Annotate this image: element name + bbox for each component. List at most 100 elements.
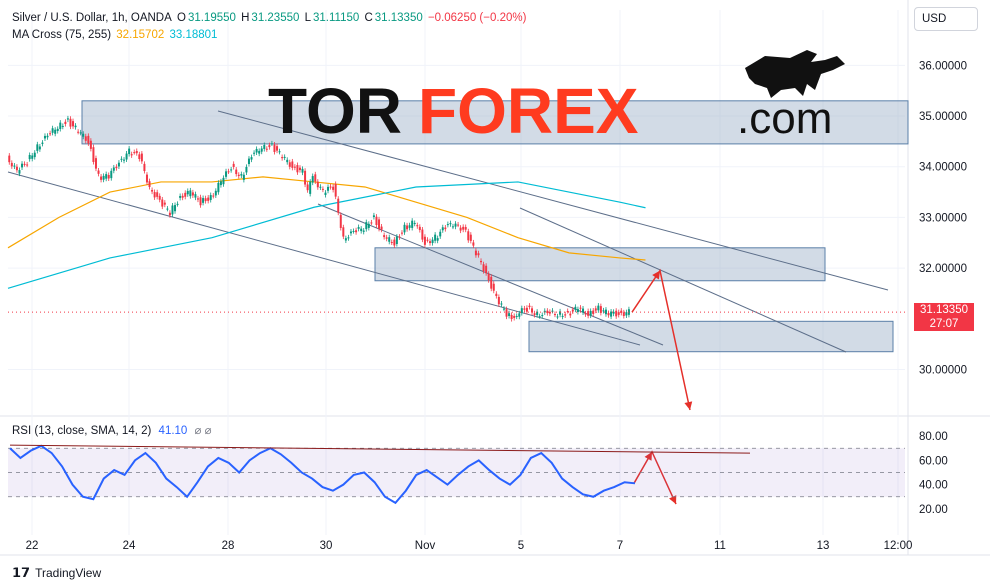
candle-body [439,231,442,237]
candle-body [398,236,401,238]
candle-body [485,265,488,274]
candle-body [196,198,199,200]
candle-body [523,308,526,310]
candle-body [579,307,582,309]
candle-body [342,227,345,237]
candle-body [158,195,161,200]
time-axis[interactable]: 22 24 28 30 Nov 5 7 11 13 12:00 [26,540,913,552]
candle-body [370,222,373,224]
time-tick-label: 12:00 [884,540,913,552]
candle-body [497,296,500,305]
candle-body [451,226,454,228]
candle-body [620,310,623,313]
candle-body [589,310,592,316]
candles [8,115,908,322]
candle-body [84,136,87,141]
candle-body [416,225,419,227]
candle-body [87,135,90,144]
candle-body [538,316,541,318]
candle-body [59,122,62,129]
ma-title[interactable]: MA Cross (75, 255) [12,29,112,41]
candle-body [151,189,154,192]
candle-body [352,230,355,232]
candle-body [219,181,222,186]
candle-body [490,276,493,289]
candle-body [469,234,472,241]
candle-body [546,310,549,314]
price-tick-label: 30.00000 [919,364,967,376]
candle-body [599,306,602,313]
ma-lines [7,176,646,289]
candle-body [202,198,205,203]
candle-body [288,162,291,167]
candle-body [505,309,508,317]
logo-part2: FOREX [418,75,639,147]
candle-body [508,313,511,316]
rsi-pane: 80.00 60.00 40.00 20.00 [8,431,948,516]
candle-body [566,310,569,312]
time-tick-label: 22 [26,540,39,552]
candle-body [385,237,388,239]
candle-body [143,163,146,172]
rsi-visibility-icons[interactable]: ⌀ ⌀ [194,425,212,437]
candle-body [587,311,590,316]
candle-body [283,156,286,158]
candle-body [372,215,375,217]
candle-body [13,165,16,167]
footer-brand[interactable]: 𝟭𝟳 TradingView [12,565,101,581]
candle-body [441,227,444,231]
price-projection-arrow-mid-head [652,270,660,280]
time-tick-label: 11 [714,540,726,552]
candle-body [375,216,378,226]
candle-body [255,148,258,153]
rsi-title[interactable]: RSI (13, close, SMA, 14, 2) [12,425,152,437]
open-label: O [176,12,186,24]
candle-body [533,313,536,315]
candle-body [332,186,335,190]
candle-body [69,118,72,127]
candle-body [423,236,426,245]
candle-body [355,230,358,233]
candle-body [23,163,26,165]
candle-body [46,135,49,138]
candle-body [553,314,556,316]
candle-body [383,235,386,238]
candle-body [612,311,615,314]
candle-body [191,192,194,196]
trendline [217,110,889,291]
candle-body [79,132,82,134]
candle-body [21,163,24,168]
symbol-name[interactable]: Silver / U.S. Dollar, 1h, OANDA [12,12,172,24]
currency-button[interactable]: USD [914,7,978,31]
candle-body [161,199,164,207]
candle-body [403,224,406,233]
candle-body [61,125,64,127]
candle-body [115,166,118,169]
candle-body [51,128,54,133]
candle-body [281,157,284,159]
candle-body [49,133,52,135]
time-tick-label: 24 [123,540,136,552]
zones [81,100,909,353]
candle-body [388,237,391,242]
candle-body [610,311,613,317]
time-tick-label: 30 [320,540,333,552]
candle-body [502,308,505,310]
candle-body [148,181,151,187]
candle-body [138,154,141,160]
candle-body [582,308,585,313]
price-projection-arrow-head [684,401,693,410]
rsi-value: 41.10 [158,425,188,437]
candle-body [584,313,587,315]
candle-body [240,174,243,176]
candle-body [265,148,268,150]
bar-countdown: 27:07 [929,318,959,330]
candle-body [592,310,595,314]
open-value: 31.19550 [187,12,236,24]
trendline [519,207,847,353]
candle-body [418,226,421,231]
price-axis[interactable]: 36.00000 35.00000 34.00000 33.00000 32.00000… [919,60,967,376]
candle-body [426,239,429,241]
candle-body [260,148,263,152]
candle-body [72,121,75,127]
